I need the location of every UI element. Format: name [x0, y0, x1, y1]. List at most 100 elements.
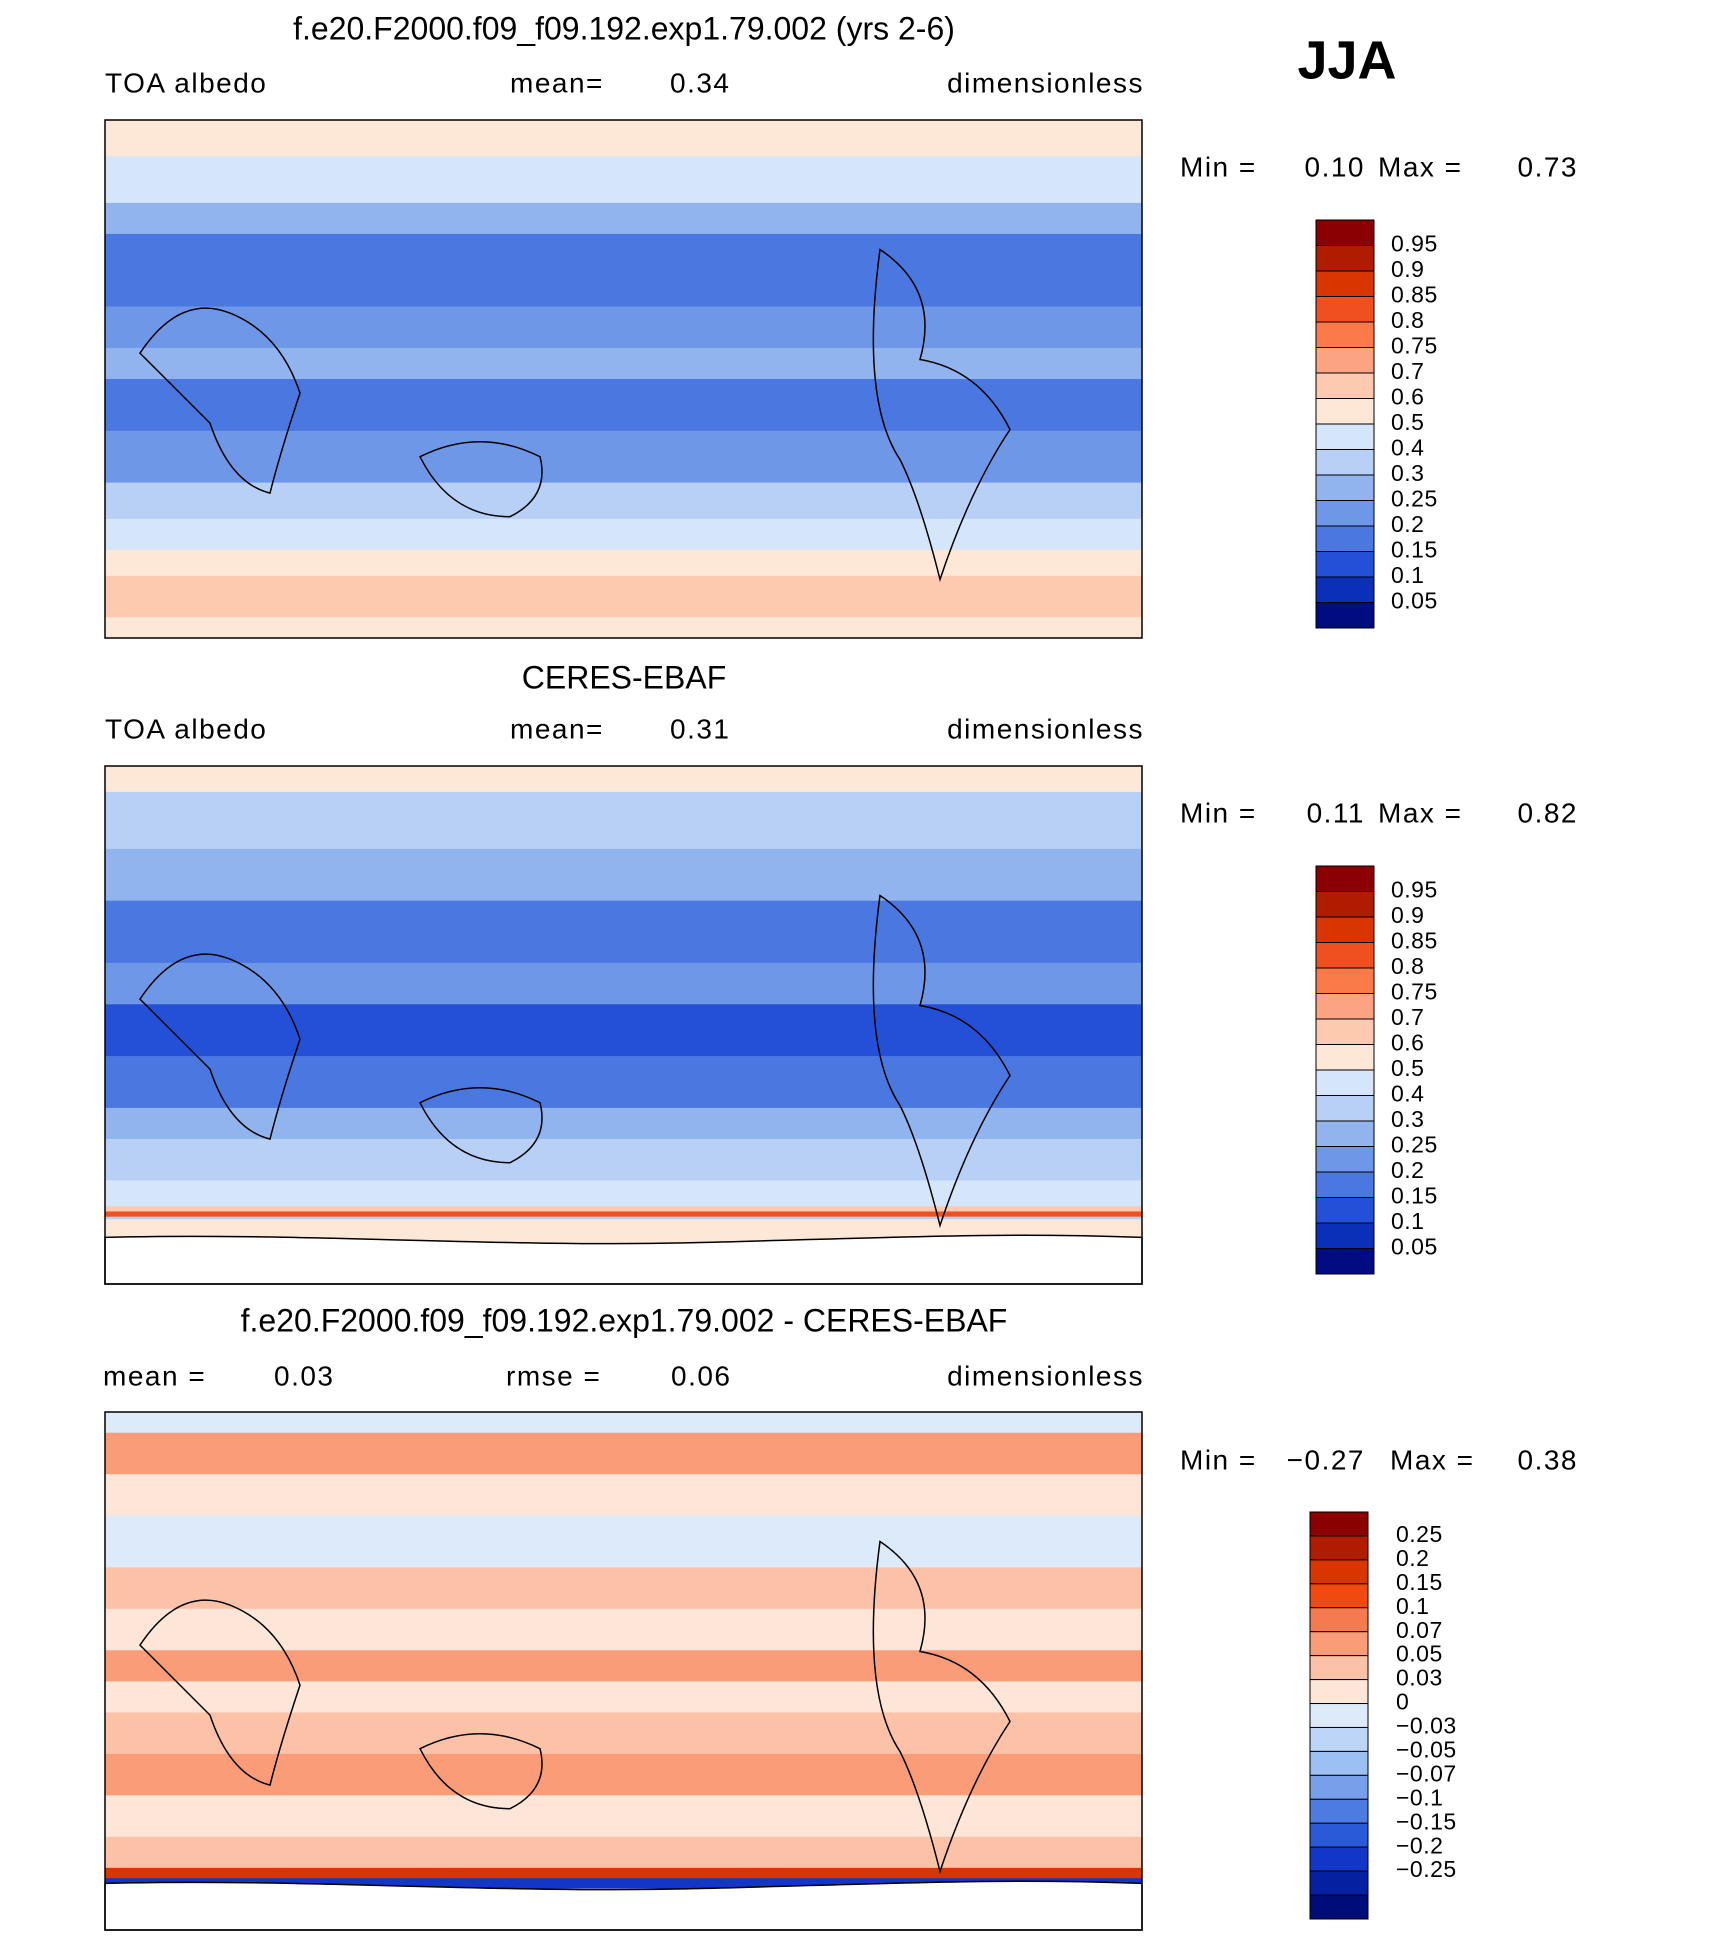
colorbar-box [1309, 1655, 1369, 1681]
colorbar-box [1315, 891, 1375, 918]
map-band [105, 1180, 1142, 1207]
units-label: dimensionless [947, 1360, 1144, 1391]
colorbar-label: 0.9 [1391, 902, 1424, 928]
map-band [105, 202, 1142, 235]
colorbar-label: −0.15 [1396, 1808, 1457, 1834]
colorbar-box [1315, 865, 1375, 892]
colorbar-box [1315, 474, 1375, 501]
map-band [105, 575, 1142, 618]
colorbar-box [1309, 1846, 1369, 1872]
rmse-value: 0.06 [671, 1360, 732, 1391]
colorbar-box [1315, 449, 1375, 476]
colorbar-box [1309, 1750, 1369, 1776]
map-band [105, 1567, 1142, 1610]
colorbar-label: 0.5 [1391, 1055, 1424, 1081]
colorbar-box [1309, 1822, 1369, 1848]
colorbar-label: 0.9 [1391, 256, 1424, 282]
map [104, 1412, 1143, 1931]
map-band [105, 900, 1142, 964]
map-band [105, 430, 1142, 484]
rmse-label: rmse = [506, 1360, 601, 1391]
colorbar-box [1309, 1511, 1369, 1537]
colorbar-label: 0.2 [1391, 511, 1424, 537]
min-value: 0.10 [1305, 151, 1366, 182]
colorbar-box [1309, 1559, 1369, 1585]
colorbar-label: 0.3 [1391, 460, 1424, 486]
colorbar-box [1309, 1870, 1369, 1896]
coastline [139, 894, 1011, 1229]
variable-label: TOA albedo [105, 713, 267, 744]
units-label: dimensionless [947, 67, 1144, 98]
colorbar-box [1309, 1774, 1369, 1800]
colorbar-label: 0 [1396, 1689, 1409, 1715]
map-band [105, 1211, 1142, 1218]
season-label: JJA [1297, 30, 1396, 90]
min-label: Min = [1180, 1444, 1257, 1475]
colorbar-box [1315, 296, 1375, 323]
map-band [105, 962, 1142, 1005]
map-band [105, 518, 1142, 551]
colorbar-label: 0.75 [1391, 979, 1438, 1005]
map-band [105, 1681, 1142, 1713]
map-band [105, 379, 1142, 432]
colorbar-label: 0.25 [1391, 486, 1438, 512]
variable-label: TOA albedo [105, 67, 267, 98]
map-band [105, 1650, 1142, 1682]
colorbar-box [1315, 916, 1375, 943]
colorbar-label: −0.07 [1396, 1760, 1457, 1786]
map [104, 766, 1143, 1285]
colorbar-label: 0.1 [1396, 1593, 1429, 1619]
map-band [105, 549, 1142, 577]
coastline [139, 248, 1011, 583]
colorbar-box [1315, 576, 1375, 603]
map-band [105, 1795, 1142, 1838]
colorbar-label: 0.95 [1391, 877, 1438, 903]
colorbar-label: 0.05 [1396, 1641, 1443, 1667]
colorbar-label: 0.4 [1391, 435, 1424, 461]
map-band [105, 1056, 1142, 1109]
mean-label: mean = [103, 1360, 206, 1391]
colorbar-label: 0.1 [1391, 1208, 1424, 1234]
map-band [105, 1878, 1142, 1890]
map-band [105, 1138, 1142, 1181]
colorbar-label: −0.1 [1396, 1784, 1443, 1810]
colorbar-box [1315, 423, 1375, 450]
map-band [105, 791, 1142, 850]
max-label: Max = [1390, 1444, 1475, 1475]
map-band [105, 1206, 1142, 1212]
colorbar-box [1315, 500, 1375, 527]
max-value: 0.73 [1518, 151, 1579, 182]
map-band [105, 617, 1142, 639]
colorbar-box [1315, 1069, 1375, 1096]
colorbar-label: 0.2 [1396, 1545, 1429, 1571]
map-band [105, 1515, 1142, 1568]
colorbar-box [1309, 1679, 1369, 1705]
colorbar-box [1315, 967, 1375, 994]
map-band [105, 1004, 1142, 1057]
colorbar-label: −0.25 [1396, 1856, 1457, 1882]
colorbar-box [1315, 942, 1375, 969]
colorbar-box [1315, 602, 1375, 629]
mean-label: mean= [510, 67, 604, 98]
min-value: 0.11 [1307, 797, 1365, 828]
colorbar-box [1315, 1146, 1375, 1173]
coastline [139, 1540, 1011, 1875]
colorbar-label: 0.15 [1396, 1569, 1443, 1595]
colorbar-label: 0.05 [1391, 588, 1438, 614]
colorbar-label: 0.3 [1391, 1106, 1424, 1132]
map-band [105, 1712, 1142, 1755]
colorbar-label: 0.8 [1391, 953, 1424, 979]
colorbar-box [1315, 219, 1375, 246]
colorbar-box [1315, 551, 1375, 578]
colorbar-label: 0.7 [1391, 358, 1424, 384]
min-value: −0.27 [1287, 1444, 1365, 1475]
max-value: 0.82 [1518, 797, 1579, 828]
map-frame [104, 765, 1143, 1285]
colorbar-box [1315, 347, 1375, 374]
colorbar-label: 0.1 [1391, 562, 1424, 588]
colorbar-box [1315, 1044, 1375, 1071]
colorbar-box [1309, 1726, 1369, 1752]
colorbar-box [1315, 1171, 1375, 1198]
colorbar-box [1315, 1095, 1375, 1122]
